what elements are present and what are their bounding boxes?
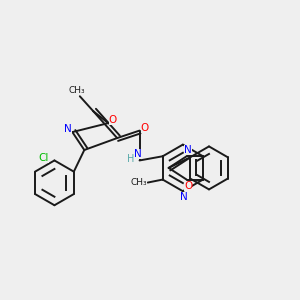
Text: CH₃: CH₃ — [130, 178, 147, 187]
Text: CH₃: CH₃ — [68, 86, 85, 95]
Text: N: N — [181, 192, 188, 202]
Text: H: H — [127, 154, 134, 164]
Text: N: N — [134, 149, 142, 160]
Text: O: O — [184, 181, 192, 191]
Text: O: O — [141, 123, 149, 133]
Text: O: O — [109, 115, 117, 125]
Text: Cl: Cl — [39, 153, 49, 163]
Text: N: N — [184, 145, 192, 155]
Text: N: N — [64, 124, 72, 134]
